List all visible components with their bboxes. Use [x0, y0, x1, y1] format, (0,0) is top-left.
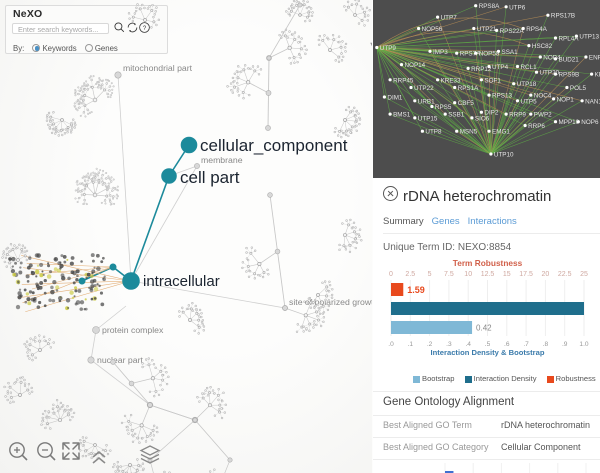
- svg-text:1.0: 1.0: [579, 341, 588, 348]
- svg-text:RPS22A: RPS22A: [500, 28, 525, 35]
- svg-text:NOP58: NOP58: [479, 51, 500, 58]
- svg-text:.7: .7: [523, 341, 529, 348]
- svg-text:mitochondrial part: mitochondrial part: [123, 63, 193, 73]
- svg-text:7.5: 7.5: [444, 271, 454, 278]
- svg-text:20: 20: [542, 271, 550, 278]
- svg-text:UTP15: UTP15: [418, 115, 438, 122]
- svg-text:URB1: URB1: [418, 98, 435, 105]
- svg-text:MPP10: MPP10: [559, 119, 580, 126]
- svg-text:25: 25: [580, 271, 588, 278]
- svg-text:RPS5: RPS5: [435, 104, 452, 111]
- svg-text:EMG1: EMG1: [492, 129, 510, 136]
- svg-text:.3: .3: [446, 341, 452, 348]
- svg-text:5: 5: [428, 271, 432, 278]
- svg-text:PWP2: PWP2: [534, 112, 552, 119]
- svg-text:UTP4: UTP4: [492, 64, 509, 71]
- svg-text:site of polarized growth: site of polarized growth: [289, 297, 372, 307]
- svg-text:UTP21: UTP21: [477, 26, 497, 33]
- svg-text:UTP6: UTP6: [509, 4, 526, 11]
- svg-text:RPS1A: RPS1A: [458, 85, 479, 92]
- svg-text:RPS13: RPS13: [492, 93, 512, 100]
- svg-text:Interaction Density & Bootstra: Interaction Density & Bootstrap: [431, 348, 545, 357]
- svg-text:UTP7: UTP7: [441, 15, 458, 22]
- svg-text:UTP18: UTP18: [517, 81, 537, 88]
- svg-text:NOP14: NOP14: [405, 62, 426, 69]
- svg-text:SIO6: SIO6: [475, 115, 490, 122]
- svg-text:UTP22: UTP22: [414, 85, 434, 92]
- svg-text:UTP9: UTP9: [380, 45, 397, 52]
- svg-text:RRP6: RRP6: [528, 123, 545, 130]
- svg-text:KRE33: KRE33: [441, 77, 461, 84]
- svg-text:12.5: 12.5: [481, 271, 495, 278]
- svg-text:MSN5: MSN5: [460, 129, 478, 136]
- svg-text:protein complex: protein complex: [102, 325, 164, 335]
- svg-text:SSB1: SSB1: [448, 112, 465, 119]
- svg-text:SOF1: SOF1: [484, 77, 501, 84]
- svg-text:POL5: POL5: [570, 85, 587, 92]
- svg-text:SSA1: SSA1: [502, 49, 519, 56]
- svg-text:NOP6: NOP6: [581, 119, 599, 126]
- svg-text:.1: .1: [408, 341, 414, 348]
- svg-text:RPS9B: RPS9B: [559, 72, 580, 79]
- svg-text:22.5: 22.5: [558, 271, 572, 278]
- svg-text:.8: .8: [543, 341, 549, 348]
- svg-text:.0: .0: [388, 341, 394, 348]
- svg-text:UTP10: UTP10: [494, 152, 514, 159]
- svg-text:RPS4A: RPS4A: [526, 26, 547, 33]
- svg-text:1.59: 1.59: [407, 285, 425, 295]
- svg-text:CBF5: CBF5: [458, 100, 475, 107]
- svg-text:nuclear part: nuclear part: [97, 355, 143, 365]
- svg-text:.6: .6: [504, 341, 510, 348]
- svg-text:cell part: cell part: [180, 168, 240, 187]
- svg-text:17.5: 17.5: [519, 271, 533, 278]
- svg-text:DIM1: DIM1: [387, 95, 403, 102]
- svg-text:NAN1: NAN1: [585, 98, 600, 105]
- svg-text:RRP9: RRP9: [509, 112, 526, 119]
- svg-text:BMS1: BMS1: [393, 112, 411, 119]
- svg-text:2.5: 2.5: [405, 271, 415, 278]
- svg-text:RRP45: RRP45: [393, 77, 414, 84]
- svg-text:HSC82: HSC82: [532, 43, 553, 50]
- svg-text:NOP56: NOP56: [422, 26, 443, 33]
- svg-text:NOP1: NOP1: [557, 96, 575, 103]
- svg-text:.4: .4: [465, 341, 471, 348]
- svg-text:UTP13: UTP13: [579, 34, 599, 41]
- svg-text:membrane: membrane: [201, 155, 243, 165]
- svg-text:intracellular: intracellular: [143, 273, 220, 290]
- svg-text:0: 0: [389, 271, 393, 278]
- svg-text:RPS17B: RPS17B: [551, 13, 575, 20]
- svg-text:KR: KR: [595, 72, 600, 79]
- svg-text:RCL1: RCL1: [521, 64, 538, 71]
- svg-text:15: 15: [503, 271, 511, 278]
- svg-text:ENP1: ENP1: [589, 55, 600, 62]
- svg-text:10: 10: [464, 271, 472, 278]
- svg-text:RPS8A: RPS8A: [479, 3, 500, 10]
- svg-text:.2: .2: [427, 341, 433, 348]
- svg-text:.5: .5: [485, 341, 491, 348]
- svg-text:cellular_component: cellular_component: [200, 136, 348, 155]
- svg-text:IMP3: IMP3: [433, 49, 448, 56]
- svg-text:0.42: 0.42: [476, 324, 492, 333]
- svg-text:Term Robustness: Term Robustness: [453, 258, 523, 268]
- svg-text:BUD21: BUD21: [559, 56, 580, 63]
- svg-text:UTP8: UTP8: [425, 129, 442, 136]
- svg-text:.9: .9: [562, 341, 568, 348]
- svg-text:UTP5: UTP5: [521, 98, 538, 105]
